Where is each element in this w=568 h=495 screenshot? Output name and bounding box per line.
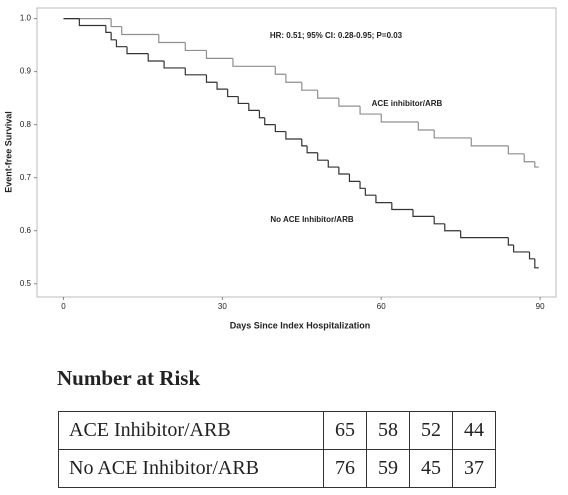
y-tick-label: 0.5 <box>20 279 32 288</box>
risk-count: 65 <box>323 411 367 450</box>
risk-count: 44 <box>452 411 496 450</box>
survival-step <box>412 209 435 217</box>
survival-step <box>216 82 228 90</box>
survival-step <box>105 25 112 33</box>
risk-count: 52 <box>409 411 453 450</box>
survival-step <box>184 67 207 76</box>
survival-step <box>264 117 276 126</box>
survival-step <box>507 145 525 155</box>
y-tick-label: 1.0 <box>20 14 32 23</box>
risk-count: 58 <box>366 411 410 450</box>
risk-count: 59 <box>366 449 410 488</box>
survival-step <box>285 131 302 140</box>
survival-step <box>306 145 318 154</box>
risk-count: 37 <box>452 449 496 488</box>
risk-row: No ACE Inhibitor/ARB 76 59 45 37 <box>58 449 496 488</box>
survival-step <box>184 42 207 52</box>
survival-step <box>417 122 435 131</box>
survival-step <box>534 258 539 269</box>
survival-step <box>163 61 186 69</box>
survival-step <box>523 153 535 163</box>
survival-step <box>158 34 186 44</box>
survival-step <box>147 53 165 62</box>
survival-step <box>327 160 339 168</box>
survival-step <box>338 98 361 107</box>
chart: HR: 0.51; 95% CI: 0.28-0.95; P=0.03 Days… <box>3 7 557 330</box>
survival-step <box>285 74 302 83</box>
x-axis-label: Days Since Index Hospitalization <box>230 320 371 330</box>
survival-step <box>338 167 350 175</box>
plot-frame <box>36 7 557 298</box>
risk-table-title: Number at Risk <box>57 366 201 390</box>
survival-step <box>444 223 461 232</box>
survival-step <box>248 103 260 111</box>
risk-row-label: No ACE Inhibitor/ARB <box>58 449 324 488</box>
survival-step <box>375 195 392 204</box>
survival-step <box>433 129 472 139</box>
survival-step <box>237 96 249 105</box>
survival-step <box>513 245 530 253</box>
survival-step <box>205 74 218 83</box>
survival-step <box>121 26 159 36</box>
survival-step <box>301 138 308 147</box>
x-tick-label: 60 <box>377 302 386 311</box>
survival-step <box>274 124 286 133</box>
survival-step <box>258 110 265 119</box>
survival-step <box>205 50 233 59</box>
survival-step <box>317 152 329 161</box>
survival-step <box>110 18 122 28</box>
y-tick-label: 0.7 <box>20 173 32 182</box>
survival-step <box>301 82 318 91</box>
survival-step <box>317 90 339 99</box>
risk-row-label: ACE Inhibitor/ARB <box>58 411 324 450</box>
survival-step <box>359 181 366 189</box>
survival-step <box>433 216 445 225</box>
risk-count: 76 <box>323 449 367 488</box>
x-tick-label: 0 <box>61 302 66 311</box>
risk-row: ACE Inhibitor/ARB 65 58 52 44 <box>58 411 496 450</box>
survival-step <box>78 18 106 27</box>
risk-table: ACE Inhibitor/ARB 65 58 52 44 No ACE Inhibito… <box>58 411 496 488</box>
survival-step <box>115 39 128 48</box>
survival-step <box>380 114 419 123</box>
x-tick-label: 90 <box>536 302 545 311</box>
x-tick-label: 30 <box>218 302 227 311</box>
series-label: No ACE Inhibitor/ARB <box>270 215 353 224</box>
survival-step <box>391 202 414 211</box>
survival-step <box>348 173 361 182</box>
survival-step <box>364 188 376 196</box>
survival-step <box>232 58 276 67</box>
survival-step <box>534 161 539 168</box>
y-axis-label: Event-free Survival <box>3 111 13 193</box>
survival-step <box>507 237 514 246</box>
survival-step <box>359 106 382 115</box>
survival-step <box>528 251 535 260</box>
annotation: HR: 0.51; 95% CI: 0.28-0.95; P=0.03 <box>270 31 403 40</box>
survival-step <box>126 46 149 55</box>
survival-step <box>460 230 509 239</box>
y-tick-label: 0.8 <box>20 120 32 129</box>
risk-count: 45 <box>409 449 453 488</box>
survival-step <box>470 137 509 147</box>
survival-step <box>110 32 117 41</box>
series-label: ACE inhibitor/ARB <box>372 99 443 108</box>
y-tick-label: 0.9 <box>20 67 32 76</box>
survival-step <box>274 66 286 75</box>
y-tick-label: 0.6 <box>20 226 32 235</box>
survival-step <box>227 89 239 98</box>
